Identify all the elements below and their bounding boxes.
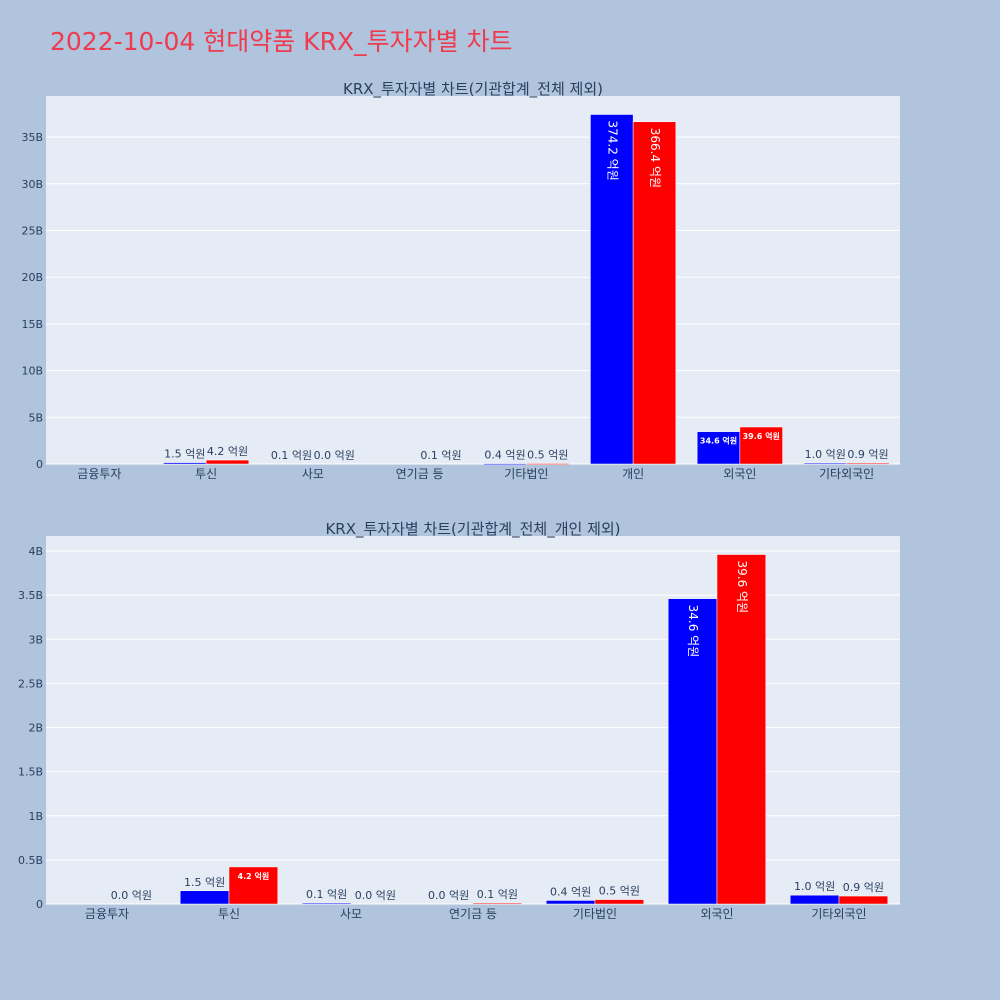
x-tick-label: 사모 [340,907,362,921]
y-tick-label: 20B [21,271,43,284]
y-tick-label: 25B [21,224,43,237]
chart-title: KRX_투자자별 차트(기관합계_전체 제외) [343,80,603,99]
bar [594,899,645,905]
y-tick-label: 10B [21,365,43,378]
data-label: 0.5 억원 [527,449,568,462]
data-label: 4.2 억원 [207,445,248,458]
bar [526,463,570,465]
bar [545,900,596,905]
x-tick-label: 외국인 [700,907,733,921]
chart-1: 0 5B 10B 15B 20B 25B 30B 35B KRX_투자자별 차트(기관합계_전체… [21,80,900,481]
x-tick-label: 외국인 [723,467,756,481]
y-tick-label: 1B [28,810,43,823]
data-label: 1.5 억원 [184,876,225,889]
y-tick-label: 3.5B [18,589,43,602]
data-label: 0.0 억원 [355,889,396,902]
data-label: 0.9 억원 [843,881,884,894]
bar [803,462,847,465]
bar [696,431,741,465]
bar [716,554,767,905]
data-label: 34.6 억원 [686,605,700,658]
bar [846,462,890,465]
data-label: 1.0 억원 [805,448,846,461]
y-tick-label: 15B [21,318,43,331]
y-tick-label: 2.5B [18,677,43,690]
chart-title: KRX_투자자별 차트(기관합계_전체_개인 제외) [325,520,620,539]
data-label: 0.5 억원 [599,885,640,898]
y-tick-label: 30B [21,178,43,191]
x-tick-label: 연기금 등 [396,467,444,481]
bar [163,462,207,465]
y-tick-label: 0 [36,898,43,911]
x-tick-label: 투신 [218,907,240,921]
x-tick-label: 기타법인 [504,467,548,481]
x-tick-label: 기타외국인 [811,907,866,921]
x-tick-label: 금융투자 [85,907,129,921]
x-tick-label: 기타법인 [573,907,617,921]
data-label: 0.1 억원 [420,449,461,462]
data-label: 366.4 억원 [648,128,662,188]
bar [472,902,523,905]
x-tick-label: 개인 [622,467,644,481]
y-tick-label: 3B [28,633,43,646]
bar [179,890,230,905]
y-tick-label: 35B [21,131,43,144]
bar [483,463,527,465]
plot-area [46,96,900,464]
plot-area [46,536,900,904]
data-label: 374.2 억원 [605,120,619,180]
data-label: 0.4 억원 [550,885,591,898]
y-tick-label: 4B [28,545,43,558]
bar [632,121,677,465]
x-tick-label: 기타외국인 [819,467,874,481]
x-tick-label: 연기금 등 [449,907,497,921]
x-tick-label: 투신 [195,467,217,481]
bar [739,426,783,465]
bar [205,459,250,465]
data-label: 0.0 억원 [111,889,152,902]
data-label: 0.4 억원 [484,449,525,462]
data-label: 4.2 억원 [238,871,270,881]
bar [789,894,840,905]
data-label: 1.0 억원 [794,880,835,893]
data-label: 0.0 억원 [428,889,469,902]
data-label: 0.1 억원 [477,888,518,901]
data-label: 0.9 억원 [847,448,888,461]
page-title: 2022-10-04 현대약품 KRX_투자자별 차트 [50,27,513,56]
y-tick-label: 0.5B [18,854,43,867]
data-label: 0.1 억원 [271,449,312,462]
data-label: 0.0 억원 [314,449,355,462]
y-tick-label: 1.5B [18,766,43,779]
bar [590,114,634,465]
data-label: 39.6 억원 [743,431,780,441]
bar [228,866,279,905]
x-tick-label: 사모 [302,467,324,481]
data-label: 34.6 억원 [700,436,737,446]
chart-2: 0 0.5B 1B 1.5B 2B 2.5B 3B 3.5B 4B KRX_투자자별 차트(기관합… [18,520,900,921]
bar [667,598,718,905]
y-tick-label: 5B [28,411,43,424]
x-tick-label: 금융투자 [77,467,121,481]
data-label: 0.1 억원 [306,888,347,901]
y-tick-label: 2B [28,722,43,735]
bar [301,902,352,905]
data-label: 39.6 억원 [735,561,749,614]
y-tick-label: 0 [36,458,43,471]
data-label: 1.5 억원 [164,448,205,461]
bar [838,895,889,905]
